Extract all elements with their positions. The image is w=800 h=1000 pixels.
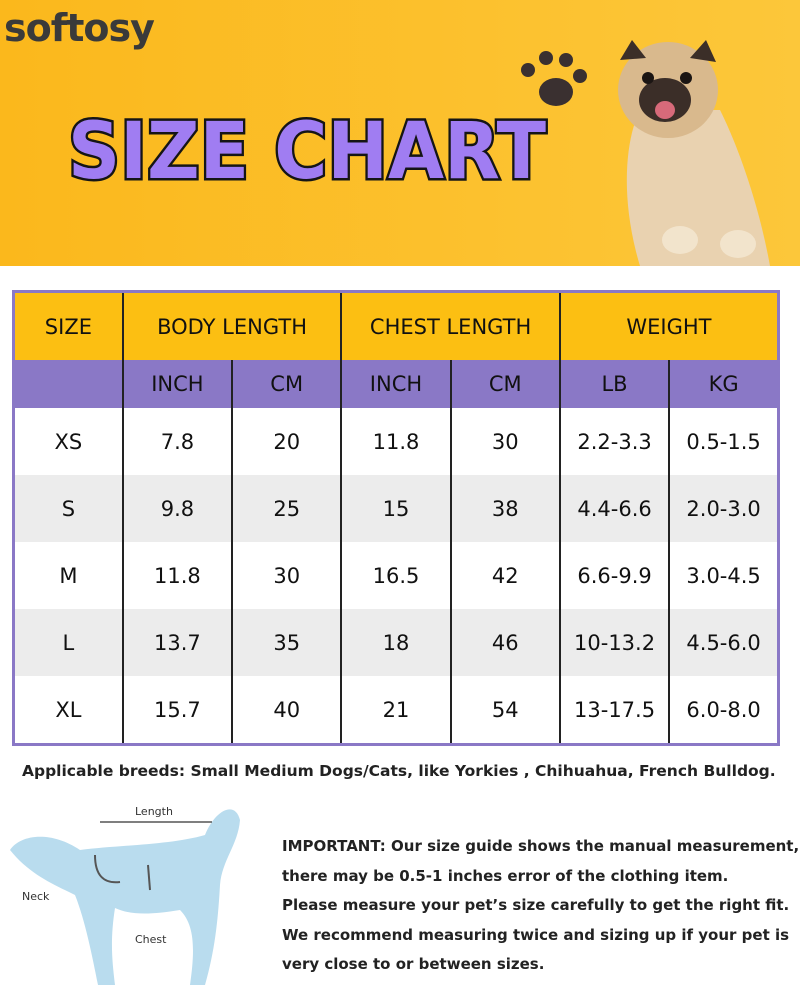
- important-text: We recommend measuring twice and sizing …: [282, 925, 790, 944]
- cell: 46: [449, 609, 560, 676]
- header-cell: WEIGHT: [558, 291, 779, 360]
- important-line: Please measure your pet’s size carefully…: [282, 891, 799, 921]
- cell: 25: [231, 475, 342, 542]
- cell: XL: [13, 676, 123, 745]
- cell: 6.0-8.0: [668, 676, 779, 745]
- unit-cell: CM: [449, 360, 560, 408]
- important-text: Our size guide shows the manual measurem…: [391, 837, 800, 855]
- cell: 15.7: [121, 676, 233, 745]
- cell: 0.5-1.5: [668, 408, 779, 475]
- cell: 6.6-9.9: [558, 542, 670, 609]
- unit-cell: KG: [668, 360, 779, 408]
- banner-art: SIZE CHART: [66, 40, 770, 266]
- data-row: S 9.8 25 15 38 4.4-6.6 2.0-3.0: [13, 475, 779, 542]
- brand: softosy: [4, 6, 155, 50]
- chest-arrow: [147, 864, 151, 891]
- cell: 3.0-4.5: [668, 542, 779, 609]
- cell: 35: [231, 609, 342, 676]
- cell: 42: [449, 542, 560, 609]
- unit-row: INCH CM INCH CM LB KG: [13, 360, 779, 408]
- important-note: IMPORTANT: Our size guide shows the manu…: [282, 832, 799, 980]
- cell: 13-17.5: [558, 676, 670, 745]
- cell: L: [13, 609, 123, 676]
- chest-label: Chest: [135, 933, 167, 946]
- data-row: XS 7.8 20 11.8 30 2.2-3.3 0.5-1.5: [13, 408, 779, 475]
- cell: 30: [231, 542, 342, 609]
- important-text: there may be 0.5-1 inches error of the c…: [282, 866, 729, 885]
- banner: softosy SIZE CHART: [0, 0, 800, 266]
- cell: 54: [449, 676, 560, 745]
- cell: 15: [340, 475, 451, 542]
- pug-image: [618, 40, 770, 266]
- important-line: We recommend measuring twice and sizing …: [282, 921, 799, 951]
- title: SIZE CHART: [68, 107, 546, 197]
- cell: 7.8: [121, 408, 233, 475]
- important-text: Please measure your pet’s size carefully…: [282, 896, 790, 914]
- important-line: there may be 0.5-1 inches error of the c…: [282, 862, 799, 892]
- cell: 11.8: [340, 408, 451, 475]
- cell: 2.2-3.3: [558, 408, 670, 475]
- data-row: M 11.8 30 16.5 42 6.6-9.9 3.0-4.5: [13, 542, 779, 609]
- cell: M: [13, 542, 123, 609]
- size-table: SIZE BODY LENGTH CHEST LENGTH WEIGHT INCH CM…: [12, 290, 780, 746]
- important-line: very close to or between sizes.: [282, 950, 799, 980]
- neck-arrow: [94, 854, 121, 884]
- cell: 10-13.2: [558, 609, 670, 676]
- cell: 2.0-3.0: [668, 475, 779, 542]
- dog-diagram: Length Neck Chest: [10, 805, 240, 985]
- paw-icon: [521, 51, 587, 106]
- cell: 11.8: [121, 542, 233, 609]
- cell: S: [13, 475, 123, 542]
- neck-label: Neck: [22, 890, 50, 903]
- unit-cell: [13, 360, 123, 408]
- header-cell: CHEST LENGTH: [340, 291, 560, 360]
- unit-cell: INCH: [121, 360, 233, 408]
- cell: 30: [449, 408, 560, 475]
- header-cell: SIZE: [13, 291, 123, 360]
- cell: 21: [340, 676, 451, 745]
- unit-cell: INCH: [340, 360, 451, 408]
- unit-cell: LB: [558, 360, 670, 408]
- data-row: L 13.7 35 18 46 10-13.2 4.5-6.0: [13, 609, 779, 676]
- breeds-note: Applicable breeds: Small Medium Dogs/Cat…: [22, 762, 776, 780]
- cell: 4.4-6.6: [558, 475, 670, 542]
- important-text: very close to or between sizes.: [282, 955, 545, 973]
- important-label: IMPORTANT:: [282, 837, 386, 855]
- length-label: Length: [135, 805, 173, 818]
- cell: 4.5-6.0: [668, 609, 779, 676]
- important-line: IMPORTANT: Our size guide shows the manu…: [282, 832, 799, 862]
- cell: 9.8: [121, 475, 233, 542]
- unit-cell: CM: [231, 360, 342, 408]
- cell: 38: [449, 475, 560, 542]
- header-cell: BODY LENGTH: [121, 291, 342, 360]
- dog-silhouette: [10, 809, 240, 985]
- cell: 40: [231, 676, 342, 745]
- cell: XS: [13, 408, 123, 475]
- cell: 16.5: [340, 542, 451, 609]
- cell: 20: [231, 408, 342, 475]
- cell: 13.7: [121, 609, 233, 676]
- cell: 18: [340, 609, 451, 676]
- data-row: XL 15.7 40 21 54 13-17.5 6.0-8.0: [13, 676, 779, 745]
- header-row: SIZE BODY LENGTH CHEST LENGTH WEIGHT: [13, 291, 779, 360]
